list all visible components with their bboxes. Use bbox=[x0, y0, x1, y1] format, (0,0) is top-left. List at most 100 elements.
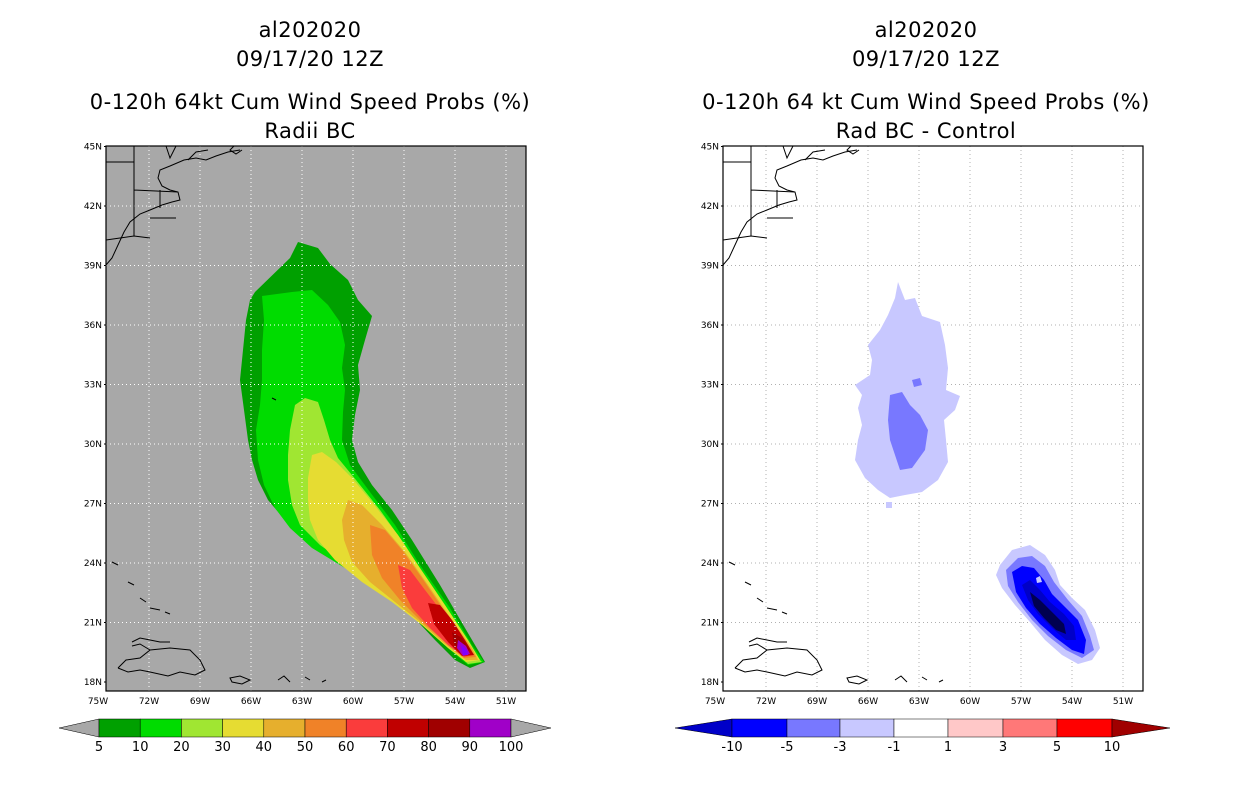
colorbar-swatch bbox=[428, 718, 471, 738]
right-map-frame bbox=[722, 145, 1144, 692]
lat-tick-label: 21N bbox=[701, 619, 719, 629]
colorbar-swatch bbox=[222, 718, 265, 738]
colorbar-label: 100 bbox=[499, 740, 524, 755]
colorbar-high-arrow bbox=[1111, 718, 1171, 738]
colorbar-swatch bbox=[181, 718, 223, 738]
colorbar-label: -1 bbox=[888, 740, 901, 755]
right-datetime: 09/17/20 12Z bbox=[851, 47, 1001, 71]
right-product-title: 0-120h 64 kt Cum Wind Speed Probs (%) bbox=[702, 90, 1150, 114]
lat-tick-label: 33N bbox=[84, 381, 102, 391]
contour-minus3-north bbox=[888, 392, 928, 470]
left-subtitle: Radii BC bbox=[264, 119, 356, 143]
lon-tick-label: 57W bbox=[394, 697, 414, 707]
contour-minus1-north bbox=[855, 282, 960, 498]
lat-tick-label: 18N bbox=[84, 678, 102, 688]
colorbar-label: -3 bbox=[834, 740, 847, 755]
colorbar-label: 20 bbox=[173, 740, 190, 755]
contour-minus10-core bbox=[1030, 592, 1066, 634]
left-coastlines bbox=[106, 146, 327, 685]
colorbar-swatch bbox=[304, 718, 347, 738]
lat-tick-label: 36N bbox=[84, 321, 102, 331]
colorbar-label: 60 bbox=[338, 740, 355, 755]
lon-tick-label: 51W bbox=[496, 697, 516, 707]
contour-minus3-dot bbox=[912, 378, 922, 387]
colorbar-swatch bbox=[263, 718, 306, 738]
lon-tick-label: 60W bbox=[343, 697, 363, 707]
lon-tick-label: 66W bbox=[241, 697, 261, 707]
colorbar-swatch bbox=[839, 718, 895, 738]
colorbar-label: 50 bbox=[297, 740, 314, 755]
right-subtitle: Rad BC - Control bbox=[835, 119, 1017, 143]
lon-tick-label: 75W bbox=[88, 697, 108, 707]
colorbar-swatch bbox=[345, 718, 388, 738]
colorbar-label: 3 bbox=[999, 740, 1007, 755]
left-lon-labels: 75W 72W 69W 66W 63W 60W 57W 54W 51W bbox=[88, 697, 516, 707]
lat-tick-label: 30N bbox=[84, 440, 102, 450]
lon-tick-label: 69W bbox=[190, 697, 210, 707]
lon-tick-label: 54W bbox=[1062, 697, 1082, 707]
left-title-block: al202020 09/17/20 12Z 0-120h 64kt Cum Wi… bbox=[40, 16, 580, 146]
lat-tick-label: 24N bbox=[701, 559, 719, 569]
lat-tick-label: 18N bbox=[701, 678, 719, 688]
colorbar-swatch bbox=[786, 718, 841, 738]
lon-tick-label: 57W bbox=[1011, 697, 1031, 707]
right-map: 45N 42N 39N 36N 33N 30N 27N 24N 21N 18N 75W 72W 69W… bbox=[701, 143, 1144, 707]
colorbar-label: 70 bbox=[379, 740, 396, 755]
contour-10 bbox=[256, 290, 484, 665]
colorbar-low-arrow bbox=[58, 718, 100, 738]
lat-tick-label: 39N bbox=[701, 262, 719, 272]
lat-tick-label: 45N bbox=[84, 143, 102, 153]
lon-tick-label: 75W bbox=[705, 697, 725, 707]
lat-tick-label: 42N bbox=[84, 202, 102, 212]
lon-tick-label: 72W bbox=[756, 697, 776, 707]
colorbar-low-arrow bbox=[674, 718, 733, 738]
left-gridlines bbox=[106, 146, 526, 691]
colorbar-swatch bbox=[387, 718, 429, 738]
colorbar-label: 5 bbox=[95, 740, 103, 755]
left-datetime: 09/17/20 12Z bbox=[235, 47, 385, 71]
contour-minus1-speck bbox=[886, 502, 892, 508]
contour-100 bbox=[461, 645, 468, 655]
lon-tick-label: 54W bbox=[445, 697, 465, 707]
left-lat-labels: 45N 42N 39N 36N 33N 30N 27N 24N 21N 18N bbox=[84, 143, 106, 688]
lon-tick-label: 51W bbox=[1113, 697, 1133, 707]
colorbar-swatch bbox=[893, 718, 949, 738]
lon-tick-label: 60W bbox=[960, 697, 980, 707]
right-lon-labels: 75W 72W 69W 66W 63W 60W 57W 54W 51W bbox=[705, 697, 1133, 707]
colorbar-label: 10 bbox=[1104, 740, 1121, 755]
lat-tick-label: 42N bbox=[701, 202, 719, 212]
colorbar-swatch bbox=[947, 718, 1004, 738]
colorbar-label: 30 bbox=[214, 740, 231, 755]
colorbar-swatch bbox=[1056, 718, 1113, 738]
contour-minus1-hole bbox=[1036, 576, 1042, 583]
left-map-frame bbox=[105, 145, 527, 692]
lat-tick-label: 24N bbox=[84, 559, 102, 569]
lon-tick-label: 63W bbox=[292, 697, 312, 707]
colorbar-swatch bbox=[1002, 718, 1058, 738]
colorbar-swatch bbox=[731, 718, 788, 738]
lat-tick-label: 21N bbox=[84, 619, 102, 629]
colorbar-label: -10 bbox=[721, 740, 742, 755]
lon-tick-label: 66W bbox=[858, 697, 878, 707]
lon-tick-label: 69W bbox=[807, 697, 827, 707]
right-coastlines bbox=[723, 146, 944, 685]
colorbar-label: -5 bbox=[781, 740, 794, 755]
colorbar-label: 1 bbox=[944, 740, 952, 755]
right-title-block: al202020 09/17/20 12Z 0-120h 64 kt Cum W… bbox=[656, 16, 1196, 146]
left-product-title: 0-120h 64kt Cum Wind Speed Probs (%) bbox=[89, 90, 531, 114]
lat-tick-label: 45N bbox=[701, 143, 719, 153]
lat-tick-label: 39N bbox=[84, 262, 102, 272]
colorbar-label: 5 bbox=[1053, 740, 1061, 755]
right-colorbar: -10 -5 -3 -1 1 3 5 10 bbox=[674, 718, 1171, 755]
left-map: 45N 42N 39N 36N 33N 30N 27N 24N 21N 18N 75W 72W 69W… bbox=[84, 143, 527, 707]
colorbar-label: 40 bbox=[256, 740, 273, 755]
colorbar-label: 80 bbox=[420, 740, 437, 755]
lat-tick-label: 27N bbox=[701, 500, 719, 510]
lat-tick-label: 27N bbox=[84, 500, 102, 510]
right-difference-contours bbox=[723, 146, 1143, 691]
right-storm-id: al202020 bbox=[874, 18, 978, 42]
colorbar-label: 90 bbox=[462, 740, 479, 755]
colorbar-swatch bbox=[139, 718, 182, 738]
lon-tick-label: 72W bbox=[139, 697, 159, 707]
